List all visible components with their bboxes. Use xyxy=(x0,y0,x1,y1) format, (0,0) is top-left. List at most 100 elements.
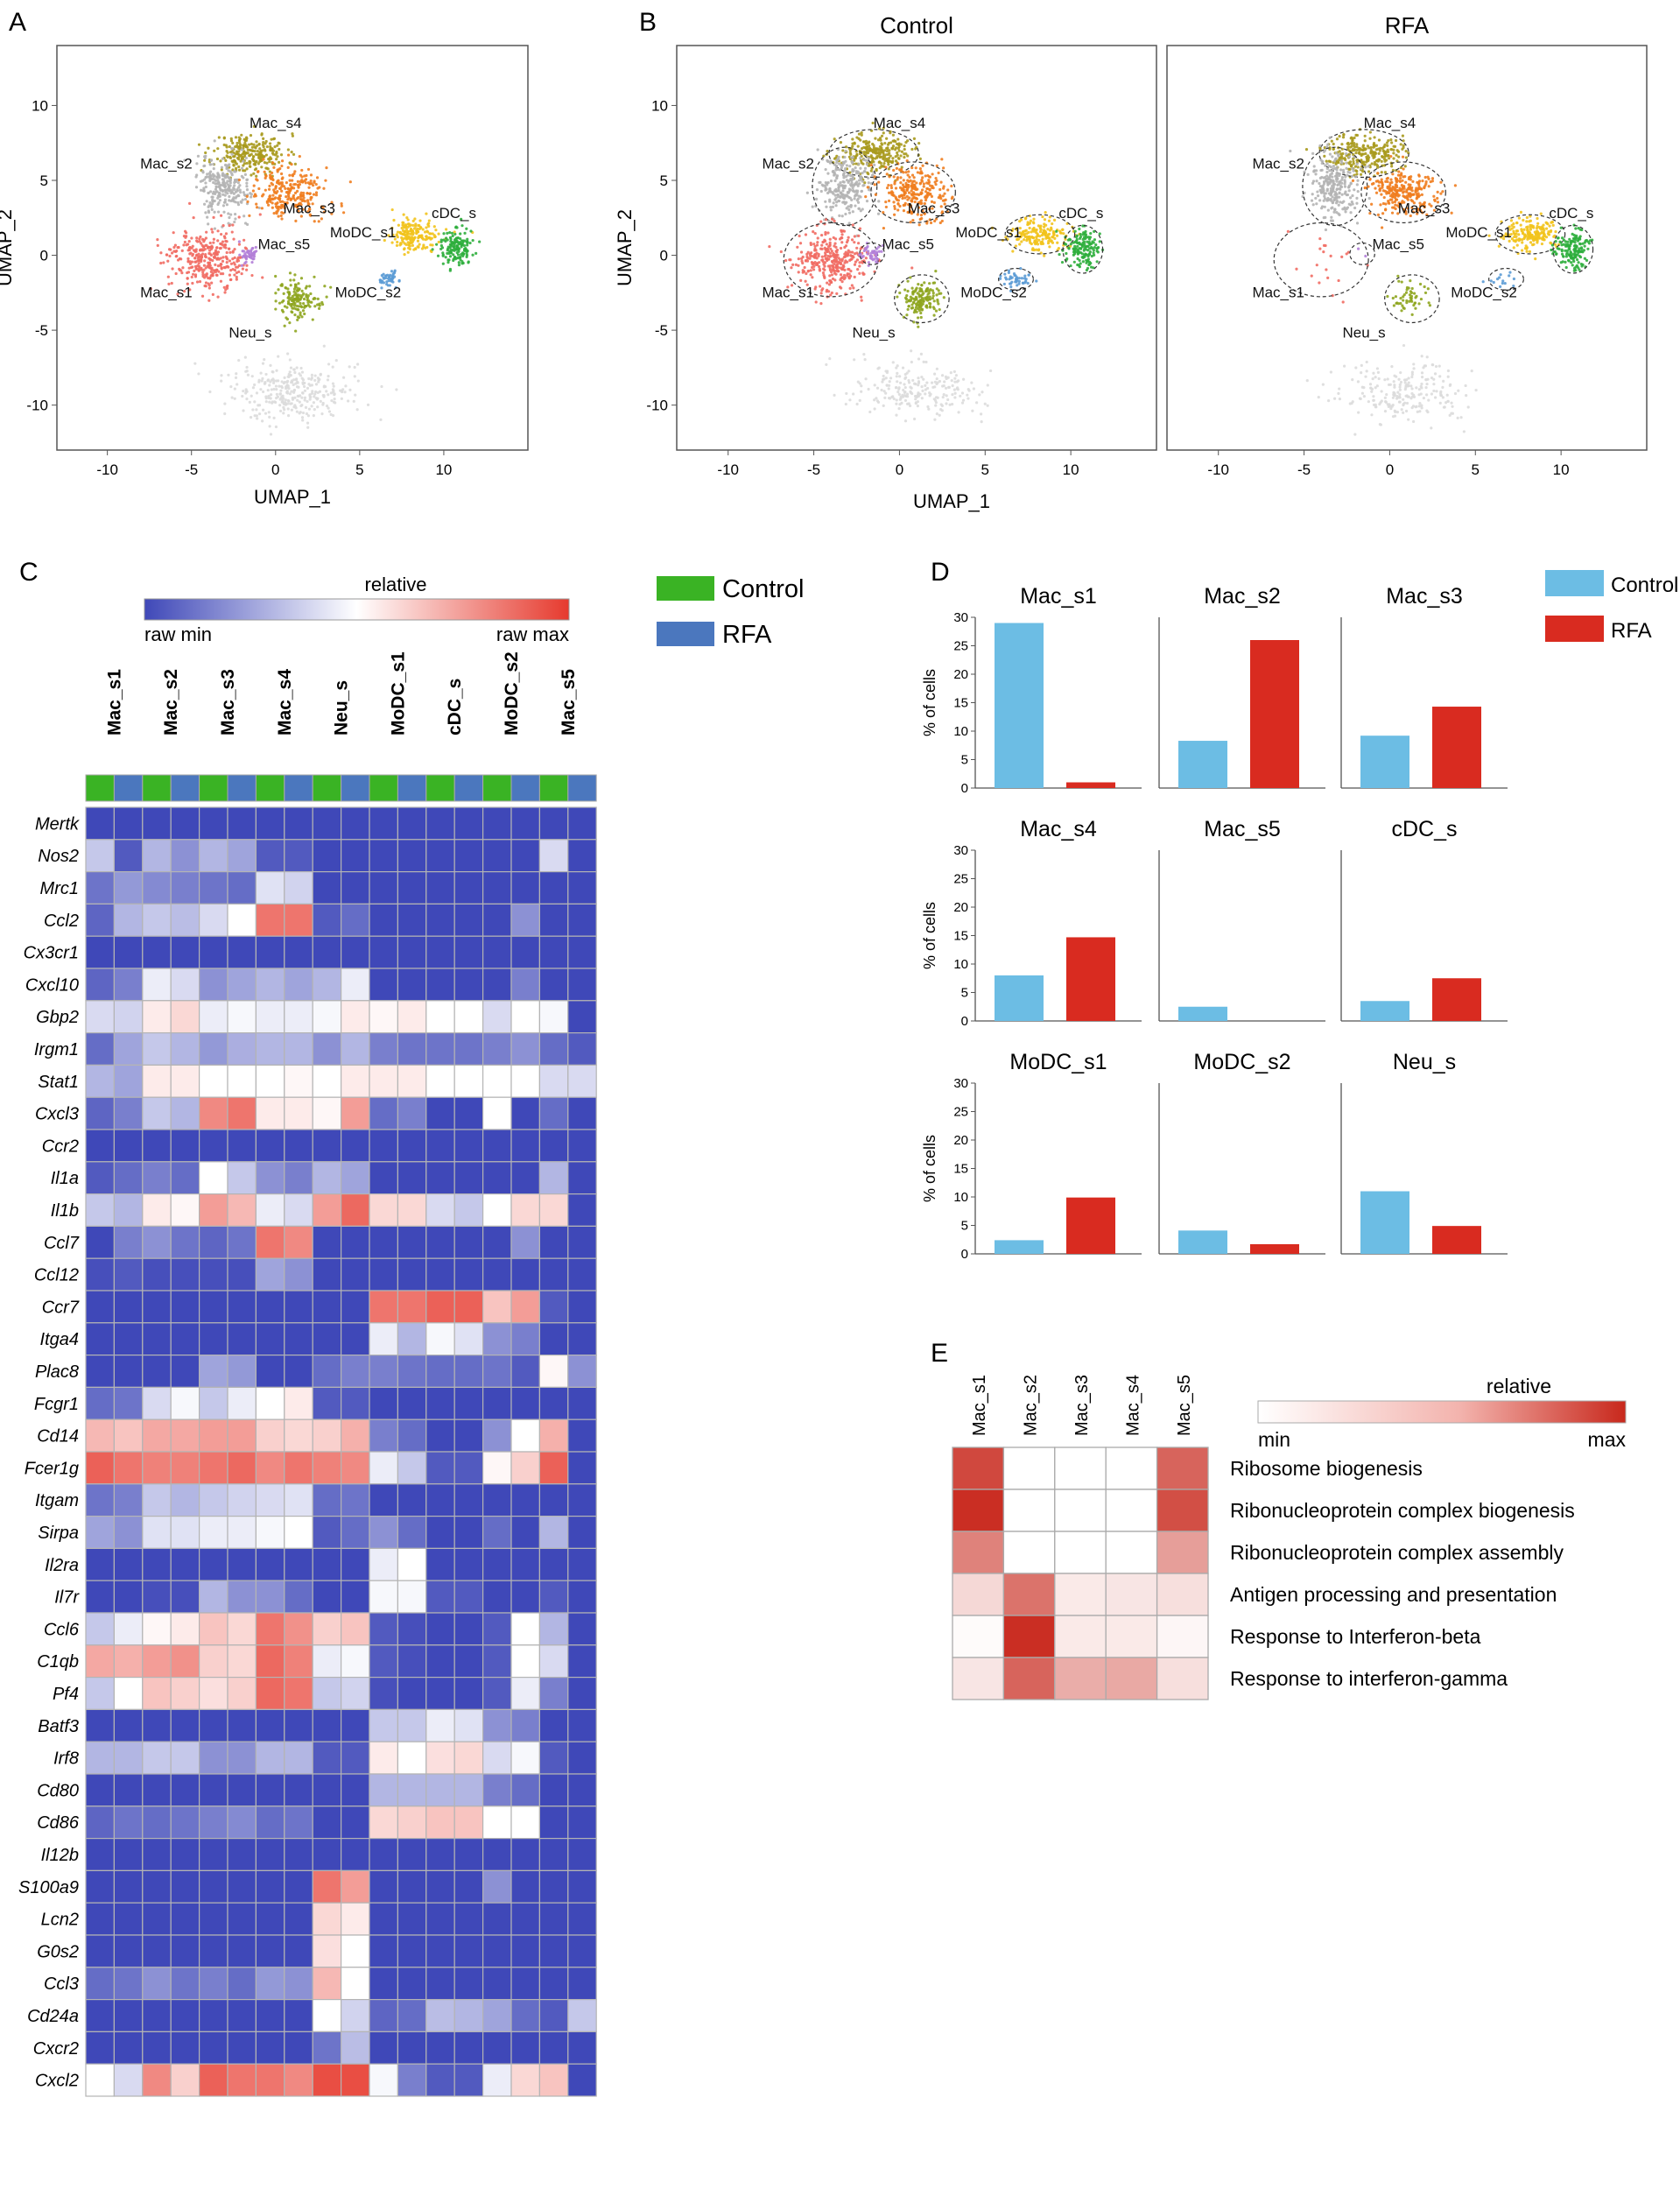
cell-point xyxy=(946,188,950,192)
cell-point xyxy=(902,209,906,213)
cell-point xyxy=(953,377,957,380)
cell-point xyxy=(828,266,832,270)
cell-point xyxy=(1352,159,1355,164)
cell-point xyxy=(397,278,401,283)
cell-point xyxy=(1011,227,1015,231)
cell-point xyxy=(281,398,285,402)
cell-point xyxy=(215,253,219,257)
cell-point xyxy=(235,372,238,376)
cell-point xyxy=(1026,281,1030,285)
cell-point xyxy=(805,259,810,263)
cell-point xyxy=(156,243,159,248)
cluster-label: Neu_s xyxy=(1343,325,1386,341)
cell-point xyxy=(185,243,188,247)
cell-point xyxy=(162,261,165,264)
cell-point xyxy=(280,189,284,193)
cell-point xyxy=(287,291,291,294)
cell-point xyxy=(219,232,223,236)
cell-point xyxy=(290,390,293,393)
cell-point xyxy=(405,216,409,220)
cell-point xyxy=(857,132,861,136)
cell-point xyxy=(288,173,292,177)
cell-point xyxy=(243,238,246,242)
cell-point xyxy=(240,174,243,179)
cell-point xyxy=(286,384,290,388)
cell-point xyxy=(916,405,919,408)
cell-point xyxy=(296,318,299,321)
cell-point xyxy=(844,244,848,248)
cell-point xyxy=(828,356,832,361)
cell-point xyxy=(947,385,951,389)
cell-point xyxy=(1018,231,1022,235)
cell-point xyxy=(210,266,214,270)
cell-point xyxy=(925,381,929,384)
cell-point xyxy=(983,402,987,405)
cell-point xyxy=(1338,180,1341,184)
cell-point xyxy=(313,392,317,396)
cell-point xyxy=(1378,189,1381,193)
cell-point xyxy=(319,399,322,403)
cell-point xyxy=(869,169,873,172)
cell-point xyxy=(894,187,898,190)
cell-point xyxy=(239,200,243,203)
cell-point xyxy=(858,253,861,257)
cell-point xyxy=(917,392,920,396)
cell-point xyxy=(934,182,938,187)
cell-point xyxy=(919,315,923,320)
cell-point xyxy=(280,217,284,221)
cell-point xyxy=(232,158,235,162)
cell-point xyxy=(1066,238,1070,242)
cell-point xyxy=(924,392,927,396)
cell-point xyxy=(1014,274,1017,278)
cell-point xyxy=(266,379,270,383)
cell-point xyxy=(312,414,315,418)
cell-point xyxy=(868,146,871,150)
cell-point xyxy=(159,251,163,255)
cell-point xyxy=(213,227,217,230)
cell-point xyxy=(200,253,203,257)
cell-point xyxy=(243,141,247,145)
cell-point xyxy=(898,291,902,295)
cell-point xyxy=(894,386,898,390)
cell-point xyxy=(460,260,464,264)
cell-point xyxy=(295,189,299,193)
cell-point xyxy=(1073,229,1077,233)
cell-point xyxy=(826,172,830,175)
cell-point xyxy=(207,249,212,252)
cell-point xyxy=(227,176,230,179)
cell-point xyxy=(925,187,929,191)
cell-point xyxy=(873,384,876,387)
cell-point xyxy=(906,402,910,405)
cell-point xyxy=(823,254,826,258)
cell-point xyxy=(833,171,836,174)
cell-point xyxy=(1363,186,1367,190)
cell-point xyxy=(864,195,868,199)
cluster-outline xyxy=(828,129,919,179)
cell-point xyxy=(846,273,849,278)
cell-point xyxy=(244,370,248,373)
cluster-points-MoDC_s1 xyxy=(383,208,474,257)
cell-point xyxy=(1337,153,1340,157)
cell-point xyxy=(465,253,469,257)
cell-point xyxy=(177,245,180,250)
cell-point xyxy=(1417,194,1422,197)
cell-point xyxy=(297,316,301,320)
cell-point xyxy=(430,250,433,254)
cell-point xyxy=(1093,245,1096,250)
cell-point xyxy=(310,405,313,408)
cell-point xyxy=(829,190,833,194)
cell-point xyxy=(260,379,264,383)
cell-point xyxy=(823,276,826,279)
cell-point xyxy=(221,173,224,177)
cell-point xyxy=(286,165,290,169)
cell-point xyxy=(1389,148,1393,151)
cell-point xyxy=(909,204,913,208)
cell-point xyxy=(313,275,316,278)
cell-point xyxy=(823,268,826,271)
cell-point xyxy=(391,233,395,236)
cell-point xyxy=(305,292,308,297)
cell-point xyxy=(290,187,293,190)
cell-point xyxy=(892,213,896,216)
cell-point xyxy=(223,291,227,294)
cell-point xyxy=(821,271,826,275)
